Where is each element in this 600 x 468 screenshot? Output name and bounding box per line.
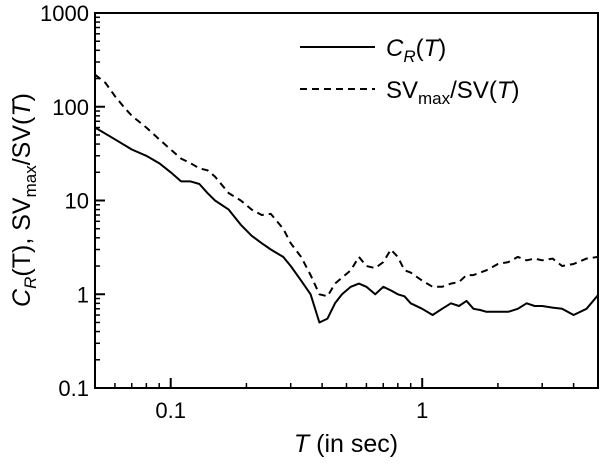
x-tick-label: 1 [416, 398, 428, 423]
series-line-cr [94, 126, 599, 324]
series-layer [94, 73, 599, 324]
legend: CR(T) SVmax/SV(T) [300, 35, 520, 108]
plot-frame [94, 12, 599, 389]
y-tick-label: 10 [65, 189, 89, 214]
tick-marks [94, 12, 599, 389]
tick-labels: 0.1 1 10 100 1000 0.1 1 [40, 1, 428, 423]
y-tick-label: 100 [52, 95, 89, 120]
y-tick-label: 1 [77, 282, 89, 307]
x-tick-label: 0.1 [155, 398, 186, 423]
y-tick-label: 1000 [40, 1, 89, 26]
series-line-svmax-ratio [94, 73, 599, 298]
y-axis-label: CR(T), SVmax/SV(T) [8, 93, 40, 307]
y-tick-label: 0.1 [58, 376, 89, 401]
legend-label-svratio: SVmax/SV(T) [386, 77, 520, 108]
legend-label-cr: CR(T) [386, 35, 446, 66]
x-axis-label: T (in sec) [294, 430, 398, 458]
